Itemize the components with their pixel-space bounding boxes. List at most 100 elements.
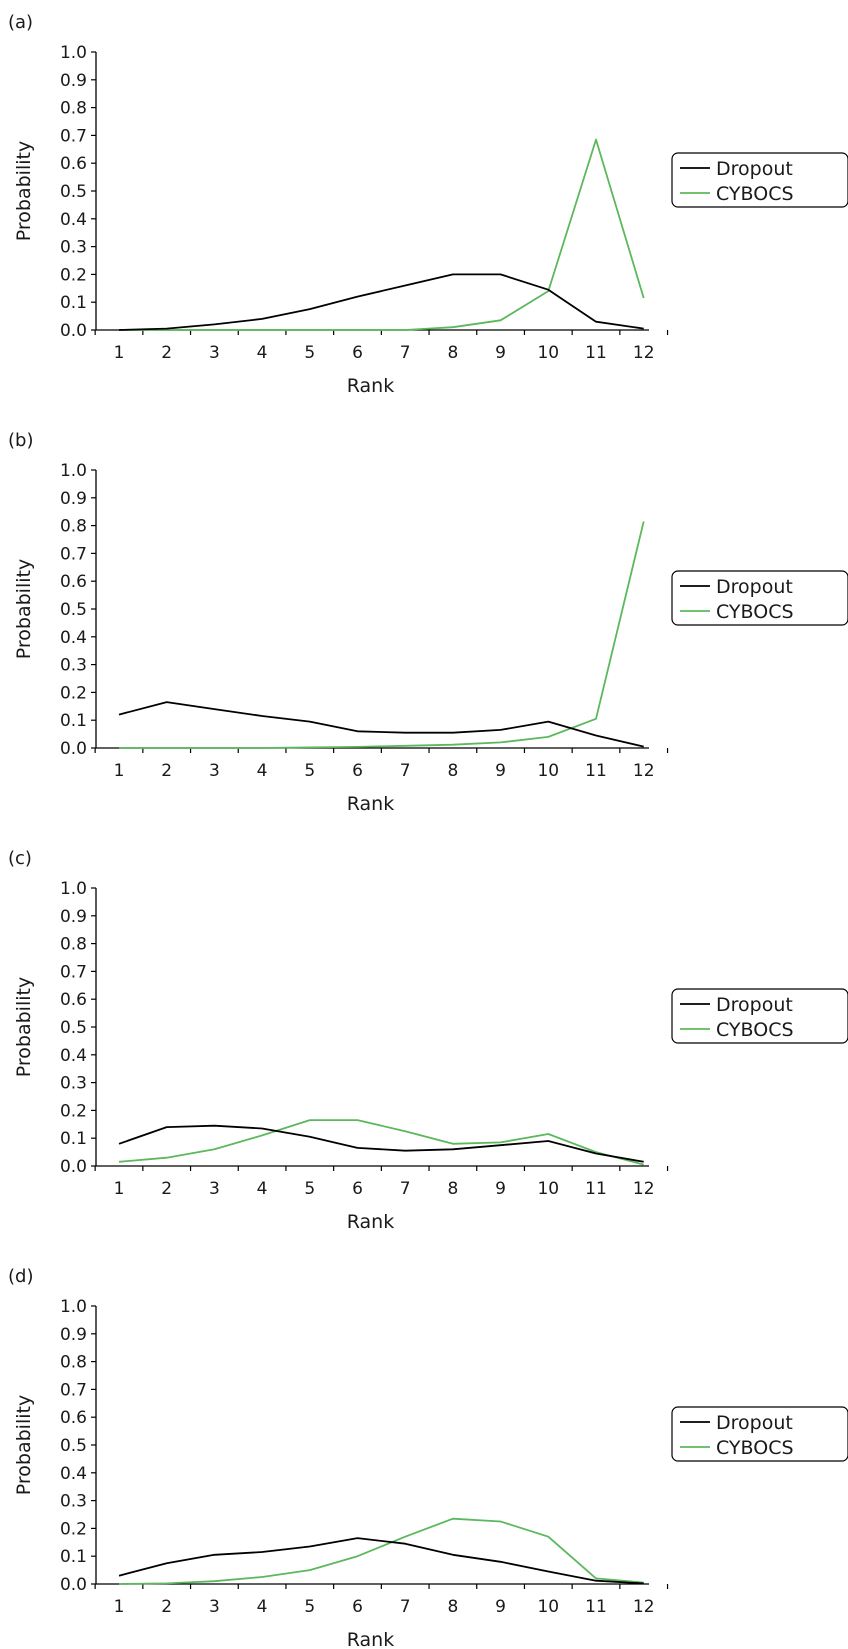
x-tick-label: 2 [161,1179,172,1199]
y-tick-label: 0.7 [60,544,87,564]
y-tick-label: 0.2 [60,683,87,703]
x-tick-label: 4 [257,761,268,781]
series-line-dropout [118,701,644,748]
y-axis-title: Probability [13,141,35,241]
legend-label-cybocs: CYBOCS [716,601,794,623]
y-tick-label: 1.0 [60,879,87,899]
legend-box [671,988,848,1044]
x-tick-label: 6 [352,343,363,363]
x-tick-label: 4 [257,343,268,363]
x-tick-label: 6 [352,1597,363,1617]
x-tick-label: 5 [304,761,315,781]
legend-label-cybocs: CYBOCS [716,1437,794,1459]
legend-box [671,1406,848,1462]
x-tick-label: 8 [447,1179,458,1199]
legend-label-dropout: Dropout [716,158,793,180]
chart-panel-3: (c)0.00.10.20.30.40.50.60.70.80.91.01 2 3 4… [8,848,848,1233]
y-tick-label: 0.5 [60,182,87,202]
x-tick-label: 1 [114,1179,125,1199]
y-tick-label: 0.0 [60,321,87,341]
x-tick-label: 2 [161,343,172,363]
y-tick-label: 0.2 [60,1519,87,1539]
y-tick-label: 0.3 [60,656,87,676]
y-tick-label: 0.5 [60,600,87,620]
panel-label: (a) [8,12,33,33]
y-tick-label: 1.0 [60,1297,87,1317]
x-tick-label: 12 [633,343,655,363]
y-tick-label: 0.1 [60,1547,87,1567]
y-tick-label: 0.0 [60,1157,87,1177]
x-tick-label: 7 [400,1179,411,1199]
y-tick-label: 0.1 [60,293,87,313]
legend-label-dropout: Dropout [716,576,793,598]
y-tick-label: 0.9 [60,489,87,509]
series-line-dropout [118,1537,644,1585]
y-tick-label: 0.1 [60,711,87,731]
panel-label: (d) [8,1266,33,1287]
y-tick-label: 0.4 [60,1046,87,1066]
x-tick-label: 9 [495,1597,506,1617]
y-tick-label: 0.3 [60,1074,87,1094]
y-tick-label: 1.0 [60,461,87,481]
x-tick-label: 3 [209,1179,220,1199]
x-tick-label: 10 [537,1179,559,1199]
y-tick-label: 0.5 [60,1018,87,1038]
y-tick-label: 0.0 [60,1575,87,1595]
x-tick-label: 5 [304,1597,315,1617]
series-line-cybocs [119,138,645,331]
x-tick-label: 3 [209,1597,220,1617]
x-tick-label: 5 [304,343,315,363]
x-tick-label: 1 [114,761,125,781]
chart-panel-2: (b)0.00.10.20.30.40.50.60.70.80.91.01 2 3 4… [8,430,848,815]
series-line-dropout [118,273,644,331]
y-tick-label: 0.4 [60,1464,87,1484]
panel-label: (c) [8,848,32,869]
x-tick-label: 7 [400,343,411,363]
y-tick-label: 1.0 [60,43,87,63]
x-axis-title: Rank [347,1629,394,1649]
y-tick-label: 0.0 [60,739,87,759]
y-axis-title: Probability [13,977,35,1077]
legend-label-cybocs: CYBOCS [716,1019,794,1041]
x-tick-label: 2 [161,761,172,781]
x-tick-label: 8 [447,343,458,363]
series-line-cybocs [118,1119,644,1166]
x-tick-label: 1 [114,343,125,363]
x-tick-label: 8 [447,1597,458,1617]
x-tick-label: 6 [352,761,363,781]
y-tick-label: 0.9 [60,1325,87,1345]
x-tick-label: 11 [585,1179,607,1199]
x-axis-title: Rank [347,375,394,397]
y-tick-label: 0.7 [60,962,87,982]
x-tick-label: 6 [352,1179,363,1199]
panel-label: (b) [8,430,33,451]
x-tick-label: 9 [495,1179,506,1199]
y-axis-title: Probability [13,1395,35,1495]
x-tick-label: 5 [304,1179,315,1199]
x-tick-label: 3 [209,761,220,781]
x-tick-label: 2 [161,1597,172,1617]
y-tick-label: 0.2 [60,1101,87,1121]
y-tick-label: 0.8 [60,99,87,119]
y-tick-label: 0.6 [60,1408,87,1428]
y-axis-title: Probability [13,559,35,659]
x-tick-label: 10 [537,761,559,781]
x-tick-label: 12 [633,761,655,781]
x-tick-label: 10 [537,343,559,363]
y-tick-label: 0.7 [60,126,87,146]
legend-label-dropout: Dropout [716,1412,793,1434]
x-tick-label: 10 [537,1597,559,1617]
y-tick-label: 0.6 [60,154,87,174]
y-tick-label: 0.8 [60,517,87,537]
y-tick-label: 0.2 [60,265,87,285]
x-tick-label: 9 [495,343,506,363]
y-tick-label: 0.4 [60,210,87,230]
x-tick-label: 4 [257,1179,268,1199]
x-tick-label: 11 [585,343,607,363]
y-tick-label: 0.7 [60,1380,87,1400]
x-tick-label: 9 [495,761,506,781]
x-tick-label: 7 [400,761,411,781]
y-tick-label: 0.9 [60,907,87,927]
legend-label-cybocs: CYBOCS [716,183,794,205]
